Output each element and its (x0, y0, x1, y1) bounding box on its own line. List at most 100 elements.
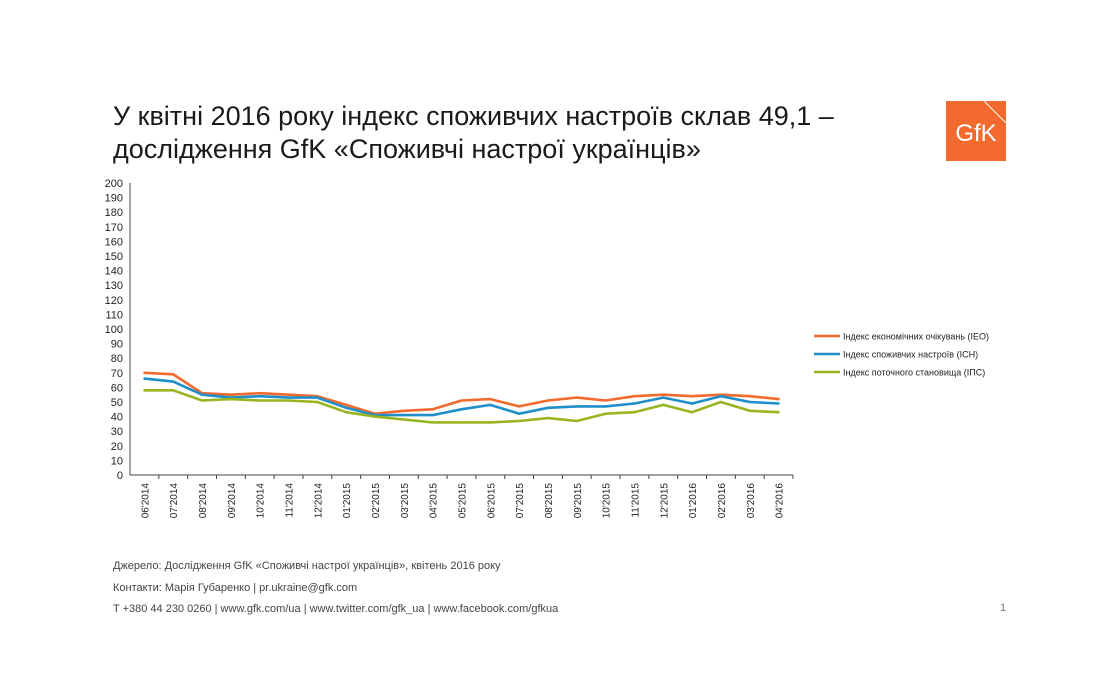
y-tick-label: 0 (117, 470, 123, 482)
data-point (460, 408, 463, 411)
data-point (748, 394, 751, 398)
data-point (229, 397, 233, 401)
source-note: Джерело: Дослідження GfK «Споживчі настр… (113, 560, 501, 572)
data-point (690, 411, 694, 414)
data-point (344, 403, 348, 407)
x-tick-label: 07'2015 (515, 483, 526, 519)
data-point (604, 405, 607, 408)
data-point (690, 402, 694, 405)
y-tick-label: 160 (105, 236, 123, 248)
data-point (287, 393, 290, 396)
y-tick-label: 30 (111, 426, 123, 438)
gfk-logo-mark: GfK (955, 101, 1006, 147)
x-tick-label: 08'2014 (198, 483, 209, 519)
data-point (431, 421, 434, 424)
data-point (546, 416, 550, 420)
y-tick-label: 110 (105, 309, 123, 321)
data-point (373, 415, 377, 418)
data-point (287, 396, 290, 399)
data-point (777, 402, 780, 405)
data-point (143, 377, 146, 380)
data-point (690, 394, 694, 398)
data-point (604, 412, 607, 415)
x-tick-label: 07'2014 (169, 483, 180, 519)
title-line-2: дослідження GfK «Споживчі настрої україн… (113, 134, 701, 164)
data-point (316, 396, 319, 399)
x-tick-label: 05'2015 (458, 483, 469, 519)
x-tick-label: 12'2014 (313, 483, 324, 519)
x-tick-label: 10'2015 (602, 483, 613, 519)
y-tick-label: 100 (105, 324, 123, 336)
data-point (546, 406, 550, 410)
data-point (662, 393, 665, 396)
y-tick-label: 120 (105, 295, 123, 307)
data-point (258, 392, 261, 395)
data-point (575, 419, 579, 423)
links-line: T +380 44 230 0260 | www.gfk.com/ua | ww… (113, 603, 559, 615)
data-point (633, 402, 636, 405)
x-tick-label: 11'2015 (630, 483, 641, 518)
data-point (575, 405, 579, 408)
x-axis: 06'2014 07'2014 08'2014 09'2014 10'2014 11'20… (130, 474, 794, 519)
y-tick-label: 40 (111, 412, 123, 424)
y-tick-label: 150 (105, 251, 123, 263)
x-tick-label: 11'2014 (285, 483, 296, 518)
data-point (460, 421, 463, 424)
x-tick-label: 12'2015 (659, 483, 670, 519)
data-point (517, 419, 521, 423)
data-point (200, 399, 204, 402)
y-tick-label: 20 (111, 441, 123, 453)
gfk-logo: GfK (946, 101, 1006, 161)
y-tick-label: 70 (111, 368, 123, 380)
y-tick-label: 190 (105, 193, 123, 205)
data-point (316, 400, 319, 404)
data-point (229, 393, 233, 396)
y-tick-label: 200 (105, 178, 123, 190)
data-point (344, 406, 348, 410)
x-tick-label: 09'2014 (227, 483, 238, 519)
x-tick-label: 01'2016 (688, 483, 699, 519)
data-point (489, 397, 492, 401)
y-tick-label: 80 (111, 353, 123, 365)
y-tick-label: 140 (105, 266, 123, 278)
y-axis: 0 10 20 30 40 50 60 70 80 90 100 110 120 130 140 150 160… (105, 178, 131, 482)
data-point (143, 389, 146, 392)
data-point (143, 371, 146, 374)
data-point (633, 411, 636, 414)
data-point (489, 403, 492, 407)
y-tick-label: 170 (105, 222, 123, 234)
data-point (402, 418, 406, 421)
x-tick-label: 08'2015 (544, 483, 555, 519)
contacts-line: Контакти: Марія Губаренко | pr.ukraine@g… (113, 582, 358, 594)
data-point (402, 409, 406, 412)
data-point (402, 413, 406, 417)
line-chart: 0 10 20 30 40 50 60 70 80 90 100 110 120 130 140 150 160… (105, 178, 989, 519)
x-tick-label: 10'2014 (256, 483, 267, 519)
x-tick-label: 03'2015 (400, 483, 411, 519)
data-point (431, 413, 434, 417)
x-tick-label: 02'2016 (717, 483, 728, 519)
x-tick-label: 06'2015 (486, 483, 497, 519)
x-tick-label: 06'2014 (140, 483, 151, 519)
page-number: 1 (1000, 602, 1007, 614)
series-line (144, 371, 779, 416)
data-point (460, 399, 463, 402)
slide-title: У квітні 2016 року індекс споживчих наст… (113, 100, 873, 166)
y-tick-label: 50 (111, 397, 123, 409)
x-tick-label: 04'2016 (775, 483, 786, 519)
legend-label: Індекс поточного становища (ІПС) (843, 368, 985, 378)
data-point (344, 411, 348, 414)
x-tick-label: 01'2015 (342, 483, 353, 519)
x-tick-label: 04'2015 (429, 483, 440, 519)
logo-text: GfK (955, 120, 996, 147)
data-point (719, 400, 723, 404)
data-point (719, 394, 723, 398)
data-point (777, 411, 780, 414)
x-tick-label: 09'2015 (573, 483, 584, 519)
legend-label: Індекс економічних очікувань (ІЕО) (843, 332, 989, 342)
data-point (517, 412, 521, 415)
title-line-1: У квітні 2016 року індекс споживчих наст… (113, 101, 834, 131)
data-point (575, 396, 579, 399)
data-point (258, 394, 261, 398)
data-point (287, 399, 290, 402)
